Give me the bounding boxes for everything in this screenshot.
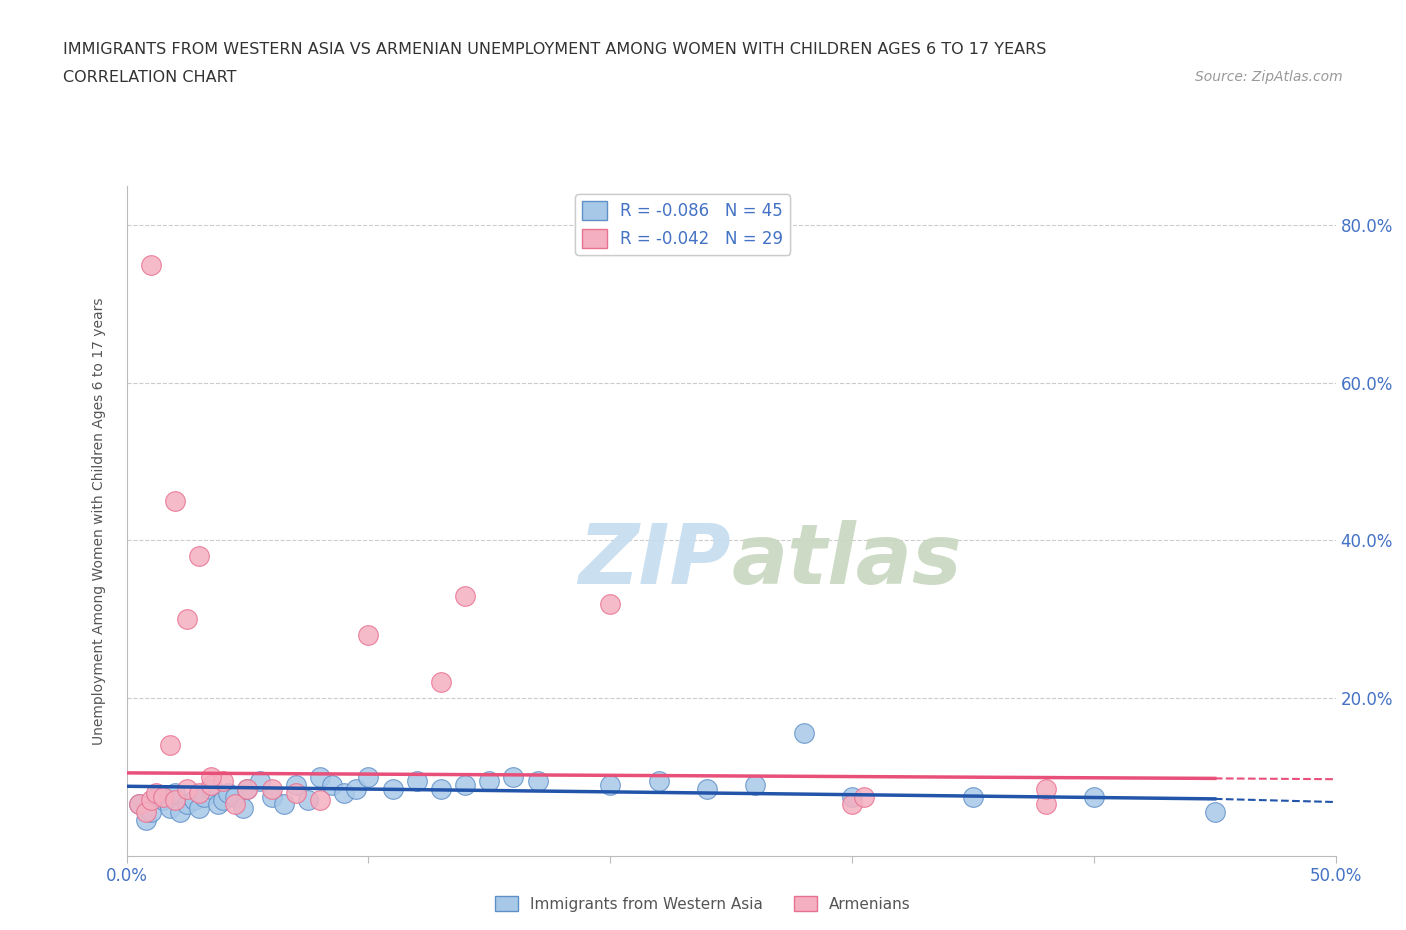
Point <box>793 726 815 741</box>
Point <box>962 789 984 804</box>
Point <box>176 612 198 627</box>
Point <box>357 769 380 784</box>
Text: Source: ZipAtlas.com: Source: ZipAtlas.com <box>1195 70 1343 84</box>
Point <box>207 797 229 812</box>
Point <box>599 596 621 611</box>
Point <box>152 789 174 804</box>
Point <box>1204 804 1226 819</box>
Point <box>454 588 477 603</box>
Text: CORRELATION CHART: CORRELATION CHART <box>63 70 236 85</box>
Point <box>309 793 332 808</box>
Point <box>297 793 319 808</box>
Point <box>405 774 427 789</box>
Point <box>200 769 222 784</box>
Point <box>260 789 283 804</box>
Point <box>188 785 211 800</box>
Point <box>853 789 876 804</box>
Point <box>135 813 157 828</box>
Point <box>135 804 157 819</box>
Point <box>159 801 181 816</box>
Point <box>260 781 283 796</box>
Point <box>284 785 307 800</box>
Point <box>176 781 198 796</box>
Point <box>224 797 246 812</box>
Point <box>145 785 167 800</box>
Point <box>249 774 271 789</box>
Point <box>696 781 718 796</box>
Text: ZIP: ZIP <box>578 521 731 602</box>
Point <box>744 777 766 792</box>
Point <box>599 777 621 792</box>
Point <box>1035 797 1057 812</box>
Point <box>344 781 367 796</box>
Point <box>273 797 295 812</box>
Point <box>139 793 162 808</box>
Legend: R = -0.086   N = 45, R = -0.042   N = 29: R = -0.086 N = 45, R = -0.042 N = 29 <box>575 194 790 255</box>
Point <box>145 789 167 804</box>
Point <box>212 774 235 789</box>
Point <box>236 781 259 796</box>
Point <box>163 494 186 509</box>
Text: IMMIGRANTS FROM WESTERN ASIA VS ARMENIAN UNEMPLOYMENT AMONG WOMEN WITH CHILDREN : IMMIGRANTS FROM WESTERN ASIA VS ARMENIAN… <box>63 42 1046 57</box>
Point <box>309 769 332 784</box>
Point <box>128 797 150 812</box>
Point <box>163 785 186 800</box>
Point <box>212 793 235 808</box>
Point <box>224 789 246 804</box>
Point <box>321 777 343 792</box>
Point <box>1035 781 1057 796</box>
Point <box>502 769 524 784</box>
Point <box>139 258 162 272</box>
Point <box>176 797 198 812</box>
Point <box>381 781 404 796</box>
Point <box>841 789 863 804</box>
Point <box>188 801 211 816</box>
Point <box>128 797 150 812</box>
Point <box>193 789 215 804</box>
Point <box>236 781 259 796</box>
Point <box>430 675 453 690</box>
Point <box>526 774 548 789</box>
Point <box>454 777 477 792</box>
Text: atlas: atlas <box>731 521 962 602</box>
Point <box>188 549 211 564</box>
Point <box>200 777 222 792</box>
Point <box>333 785 356 800</box>
Point <box>183 793 205 808</box>
Point <box>841 797 863 812</box>
Point <box>217 785 239 800</box>
Point <box>478 774 501 789</box>
Point <box>152 793 174 808</box>
Y-axis label: Unemployment Among Women with Children Ages 6 to 17 years: Unemployment Among Women with Children A… <box>91 297 105 745</box>
Point <box>200 781 222 796</box>
Legend: Immigrants from Western Asia, Armenians: Immigrants from Western Asia, Armenians <box>489 889 917 918</box>
Point <box>1083 789 1105 804</box>
Point <box>169 804 191 819</box>
Point <box>139 804 162 819</box>
Point <box>163 793 186 808</box>
Point <box>357 628 380 643</box>
Point <box>430 781 453 796</box>
Point <box>284 777 307 792</box>
Point <box>159 737 181 752</box>
Point <box>647 774 669 789</box>
Point <box>232 801 254 816</box>
